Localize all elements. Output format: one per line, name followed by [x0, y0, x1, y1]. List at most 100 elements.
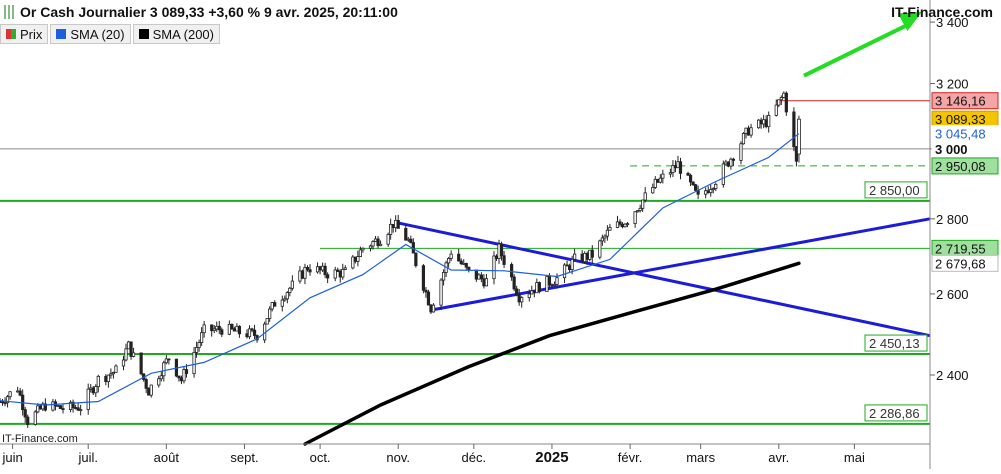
- candle-body: [300, 270, 305, 279]
- y-tick-label: 3 400: [936, 15, 969, 30]
- legend-sma20-label: SMA (20): [70, 26, 125, 42]
- legend-item-sma200[interactable]: SMA (200): [132, 24, 220, 44]
- candle-body: [688, 174, 693, 183]
- candle-body: [694, 184, 698, 191]
- candle-body: [731, 158, 736, 161]
- candle-body: [288, 287, 292, 293]
- candle-body: [237, 325, 242, 335]
- candle-body: [404, 227, 408, 241]
- candle-body: [633, 211, 637, 224]
- candle-body: [389, 223, 393, 235]
- candle-body: [378, 243, 383, 247]
- candle-body: [109, 373, 113, 376]
- candle-body: [414, 252, 418, 267]
- level-tag-bg: [931, 254, 999, 272]
- candle-body: [61, 408, 65, 410]
- candle-body: [739, 143, 743, 161]
- candle-body: [376, 238, 380, 247]
- x-tick-label: nov.: [386, 450, 410, 465]
- legend-item-sma20[interactable]: SMA (20): [50, 24, 131, 44]
- x-tick-label: oct.: [310, 450, 331, 465]
- candle-color-icon: [6, 29, 16, 39]
- level-tag-label: 3 045,48: [935, 127, 986, 142]
- candle-body: [245, 333, 249, 338]
- candle-body: [552, 284, 557, 286]
- candle-body: [709, 189, 713, 194]
- candle-body: [479, 274, 483, 280]
- x-tick-label: juil.: [77, 450, 98, 465]
- candle-body: [724, 161, 728, 165]
- candle-body: [290, 280, 294, 289]
- chart-legend: Prix SMA (20) SMA (200): [0, 24, 222, 44]
- candle-body: [361, 247, 365, 251]
- candle-body: [653, 178, 657, 188]
- candle-body: [111, 371, 116, 375]
- candle-body: [164, 358, 168, 364]
- candle-body: [777, 99, 781, 106]
- bullish-arrow: [803, 20, 913, 78]
- candle-body: [139, 352, 143, 375]
- candle-body: [124, 348, 128, 361]
- y-tick-label: 2 800: [936, 212, 969, 227]
- candle-body: [502, 255, 506, 265]
- candle-body: [520, 297, 524, 303]
- candle-body: [588, 249, 592, 260]
- candle-body: [265, 318, 269, 325]
- x-tick-label: mars: [686, 450, 715, 465]
- level-tag-label: 2 850,00: [869, 183, 920, 198]
- candle-body: [492, 255, 496, 280]
- candle-body: [303, 266, 307, 279]
- x-tick-label: avr.: [768, 450, 789, 465]
- candle-body: [129, 341, 133, 357]
- candle-body: [424, 289, 428, 293]
- candle-body: [3, 402, 7, 405]
- candle-body: [333, 269, 337, 279]
- candle-body: [686, 172, 690, 176]
- x-tick-label: 2025: [535, 449, 568, 466]
- candle-body: [474, 269, 478, 280]
- candle-body: [494, 255, 499, 259]
- candle-body: [527, 293, 531, 299]
- candle-body: [782, 92, 786, 98]
- candle-body: [23, 409, 27, 418]
- candle-body: [746, 127, 751, 136]
- candle-body: [18, 390, 22, 396]
- candle-body: [353, 256, 357, 262]
- candle-body: [711, 188, 715, 190]
- candle-body: [749, 127, 753, 136]
- triangle-lower-trendline: [433, 217, 931, 312]
- candle-body: [462, 262, 466, 265]
- legend-item-price[interactable]: Prix: [0, 24, 49, 44]
- candle-body: [285, 292, 289, 300]
- candle-body: [298, 270, 302, 282]
- candle-body: [467, 266, 471, 271]
- candle-body: [625, 223, 630, 225]
- candle-body: [457, 253, 461, 262]
- candle-body: [51, 401, 55, 411]
- triangle-upper-trendline: [395, 220, 931, 338]
- candle-body: [691, 181, 695, 186]
- legend-price-label: Prix: [20, 26, 43, 42]
- sma20-line: [0, 133, 800, 406]
- candle-body: [726, 161, 730, 167]
- candle-body: [323, 265, 327, 276]
- candle-body: [510, 264, 514, 278]
- level-tag-label: 3 146,16: [935, 94, 986, 109]
- candle-body: [89, 387, 93, 390]
- candle-body: [26, 416, 30, 425]
- price-candles: [0, 91, 801, 428]
- candle-body: [421, 265, 426, 291]
- y-axis: 3 400 3 200 3 000 2 800 2 600 2 400: [929, 0, 969, 469]
- candle-body: [192, 352, 196, 374]
- candle-body: [792, 111, 796, 148]
- candle-body: [555, 277, 559, 285]
- candle-body: [426, 291, 431, 306]
- candle-body: [499, 243, 504, 257]
- candle-body: [797, 118, 801, 155]
- candle-body: [638, 207, 642, 211]
- candle-body: [661, 173, 665, 179]
- candle-body: [567, 265, 572, 271]
- candle-body: [76, 407, 80, 411]
- candle-body: [406, 238, 410, 241]
